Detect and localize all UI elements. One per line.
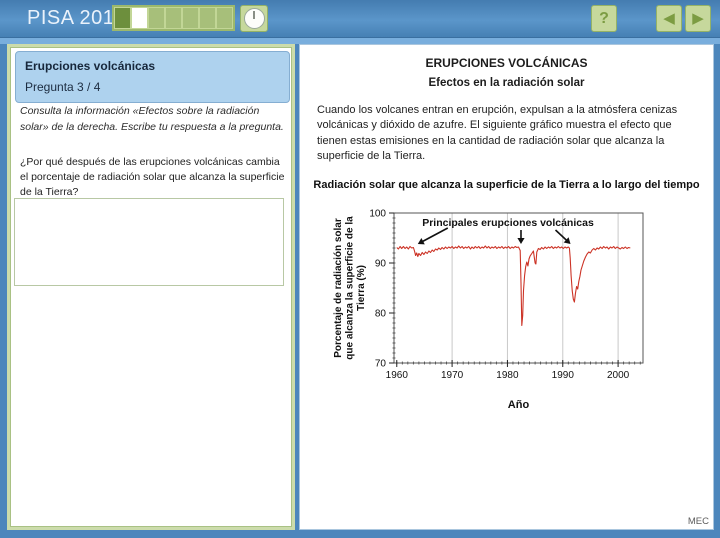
header-substrip xyxy=(0,37,720,44)
progress-segment-todo xyxy=(217,8,232,28)
y-tick-label: 90 xyxy=(375,259,387,270)
x-tick-label: 1970 xyxy=(441,370,464,381)
y-axis-label: Tierra (%) xyxy=(356,265,367,311)
plot-border xyxy=(393,212,644,364)
annotation-arrowhead xyxy=(417,237,425,245)
stimulus-subtitle: Efectos en la radiación solar xyxy=(428,77,585,89)
annotation-arrow xyxy=(420,227,449,243)
help-button[interactable]: ? xyxy=(591,5,617,32)
clock-icon xyxy=(243,8,265,29)
y-tick-label: 100 xyxy=(369,209,386,220)
chart-title: Radiación solar que alcanza la superfici… xyxy=(313,179,700,191)
annotation-arrowhead xyxy=(517,238,525,244)
clock-hand-icon xyxy=(253,10,255,19)
x-tick-label: 1990 xyxy=(552,370,575,381)
radiation-chart: 70 80 90 100 1960 1970 1980 1990 2000 Principales… xyxy=(333,209,644,411)
progress-segment-todo xyxy=(166,8,181,28)
forward-button[interactable]: ▶ xyxy=(685,5,711,32)
progress-segment-todo xyxy=(183,8,198,28)
progress-segment-done xyxy=(115,8,130,28)
x-tick-label: 1980 xyxy=(496,370,519,381)
progress-segment-current xyxy=(132,8,147,28)
unit-title: Erupciones volcánicas xyxy=(25,59,156,73)
y-axis-label: Porcentaje de radiación solar xyxy=(333,218,344,358)
header-bar: PISA 2015 ? ◀ ▶ xyxy=(0,0,720,38)
answer-textarea[interactable] xyxy=(14,198,284,286)
progress-bar xyxy=(112,5,235,31)
footer-credit: MEC xyxy=(687,516,709,527)
question-panel: Erupciones volcánicas Pregunta 3 / 4 Con… xyxy=(7,44,295,530)
question-number: Pregunta 3 / 4 xyxy=(25,80,101,94)
annotation-arrow xyxy=(554,229,569,242)
help-icon: ? xyxy=(599,9,609,27)
back-icon: ◀ xyxy=(663,10,675,27)
annotation-text: Principales erupciones volcánicas xyxy=(422,217,594,229)
annotation-arrowhead xyxy=(563,237,571,244)
stimulus-paragraph: Cuando los volcanes entran en erupción, … xyxy=(317,104,678,163)
app-title: PISA 2015 xyxy=(27,7,127,29)
progress-segment-todo xyxy=(149,8,164,28)
y-axis-label: que alcanza la superficie de la xyxy=(345,216,356,360)
y-tick-label: 70 xyxy=(375,359,387,370)
radiation-line xyxy=(396,245,631,327)
back-button[interactable]: ◀ xyxy=(656,5,682,32)
question-info-box: Erupciones volcánicas Pregunta 3 / 4 xyxy=(15,51,290,103)
x-tick-label: 2000 xyxy=(607,370,630,381)
progress-segment-todo xyxy=(200,8,215,28)
instruction-text: Consulta la información «Efectos sobre l… xyxy=(20,105,284,133)
stimulus-panel: ERUPCIONES VOLCÁNICAS Efectos en la radi… xyxy=(299,44,714,530)
question-text: ¿Por qué después de las erupciones volcá… xyxy=(20,156,285,199)
x-tick-label: 1960 xyxy=(386,370,409,381)
forward-icon: ▶ xyxy=(692,10,704,27)
x-axis-label: Año xyxy=(508,399,530,411)
stimulus-title: ERUPCIONES VOLCÁNICAS xyxy=(425,56,588,70)
y-tick-label: 80 xyxy=(375,309,387,320)
timer-button[interactable] xyxy=(240,5,268,32)
